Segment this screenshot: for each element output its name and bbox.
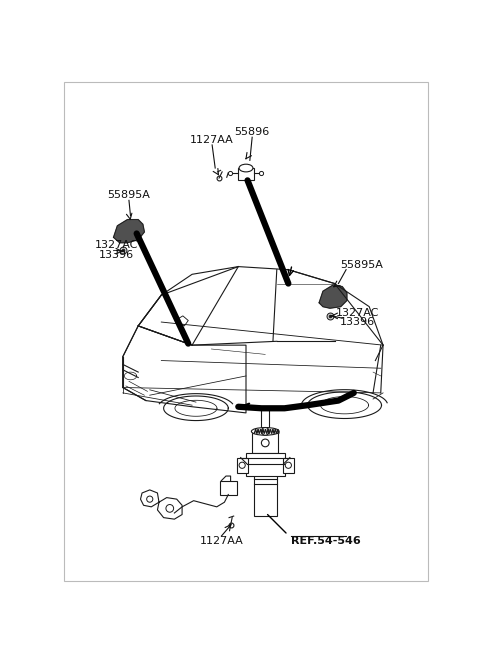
Bar: [262, 408, 269, 433]
Text: 1327AC: 1327AC: [95, 240, 138, 251]
Text: 55895A: 55895A: [340, 260, 383, 270]
Circle shape: [262, 439, 269, 447]
Circle shape: [285, 462, 291, 468]
Text: 1127AA: 1127AA: [190, 135, 234, 145]
Text: 55896: 55896: [235, 127, 270, 137]
Circle shape: [262, 428, 269, 435]
Circle shape: [254, 459, 258, 462]
Circle shape: [273, 459, 276, 462]
Polygon shape: [319, 285, 347, 308]
Text: 1127AA: 1127AA: [200, 536, 243, 546]
Bar: [283, 458, 294, 473]
Text: 1327AC: 1327AC: [336, 308, 379, 318]
Text: 13396: 13396: [340, 318, 375, 327]
Circle shape: [166, 504, 174, 512]
Ellipse shape: [239, 164, 253, 172]
Circle shape: [246, 459, 250, 462]
Bar: [220, 481, 237, 495]
Bar: [254, 464, 277, 516]
Text: REF.54-546: REF.54-546: [291, 536, 360, 546]
Circle shape: [280, 459, 284, 462]
Circle shape: [239, 462, 245, 468]
Text: 55895A: 55895A: [108, 190, 150, 200]
Bar: [238, 168, 254, 180]
Circle shape: [147, 496, 153, 502]
Text: 13396: 13396: [99, 250, 134, 260]
Bar: [237, 458, 248, 473]
Polygon shape: [114, 220, 144, 243]
Ellipse shape: [252, 428, 279, 435]
Bar: [252, 433, 278, 453]
Bar: [246, 453, 285, 476]
